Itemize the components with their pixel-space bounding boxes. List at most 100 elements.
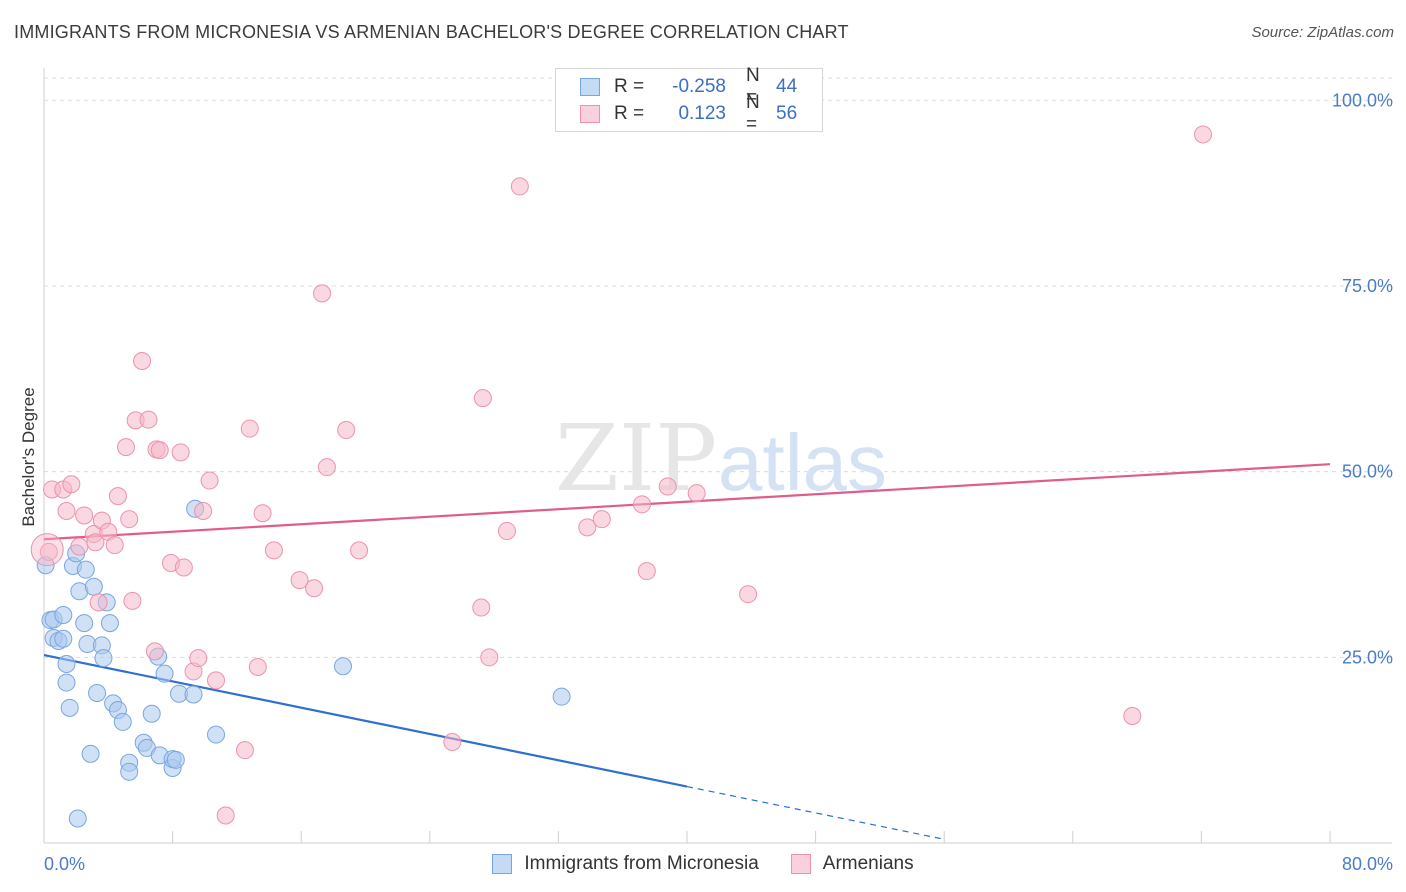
legend-row-armenians: R = 0.123 N = 56 [580, 92, 798, 135]
data-point [497, 522, 516, 541]
data-point [76, 560, 95, 579]
data-point [216, 806, 235, 825]
y-tick-label: 100.0% [1332, 90, 1393, 110]
data-point [194, 502, 213, 521]
legend-item-armenians[interactable]: Armenians [790, 853, 914, 875]
axes [43, 68, 1392, 844]
y-tick-label: 25.0% [1342, 647, 1393, 667]
data-point [89, 593, 108, 612]
legend-swatch-micronesia [492, 854, 513, 874]
data-point-large [30, 533, 64, 567]
legend-n-value: 44 [776, 76, 798, 97]
data-point [70, 537, 89, 556]
data-point [57, 502, 76, 521]
data-point [75, 614, 94, 633]
legend-swatch-armenians [580, 105, 600, 123]
data-point [253, 504, 272, 523]
legend-n-label: N = [746, 65, 760, 108]
data-point [350, 541, 369, 560]
data-point [248, 657, 267, 676]
trend-line [43, 463, 1331, 541]
chart-title: IMMIGRANTS FROM MICRONESIA VS ARMENIAN B… [14, 22, 849, 42]
data-point [290, 571, 309, 590]
data-point [166, 750, 185, 769]
data-point [113, 712, 132, 731]
data-point [510, 177, 529, 196]
data-point [472, 598, 491, 617]
legend-r-value: -0.258 [672, 76, 726, 97]
data-point [264, 541, 283, 560]
data-point [60, 698, 79, 717]
data-point [142, 704, 161, 723]
watermark-atlas: atlas [718, 418, 887, 507]
series-legend: Immigrants from Micronesia Armenians [0, 852, 1406, 876]
data-point [207, 725, 226, 744]
data-point [473, 389, 492, 408]
data-point [443, 732, 462, 751]
data-point [189, 649, 208, 668]
data-point [207, 671, 226, 690]
data-point [108, 487, 127, 506]
data-point [480, 648, 499, 667]
y-axis-title: Bachelor's Degree [19, 387, 38, 526]
legend-r-label: R = [614, 103, 645, 124]
data-point [317, 458, 336, 477]
data-point [84, 577, 103, 596]
y-tick-label: 50.0% [1342, 462, 1393, 482]
data-point [139, 410, 158, 429]
trend-line [43, 654, 688, 788]
data-point [552, 687, 571, 706]
data-point [123, 591, 142, 610]
data-point [120, 762, 139, 781]
data-point [62, 475, 81, 494]
data-point [54, 605, 73, 624]
data-point [184, 685, 203, 704]
x-tick-label: 0.0% [44, 854, 85, 874]
data-point [105, 536, 124, 555]
data-point [116, 438, 135, 457]
data-point [687, 484, 706, 503]
data-point [174, 558, 193, 577]
data-point [155, 664, 174, 683]
data-point [150, 441, 169, 460]
data-point [75, 506, 94, 525]
data-point [658, 477, 677, 496]
data-point [200, 471, 219, 490]
data-point [632, 495, 651, 514]
data-point [100, 614, 119, 633]
data-point [57, 673, 76, 692]
grid-lines [44, 77, 1392, 658]
data-point [88, 683, 107, 702]
legend-r-label: R = [614, 76, 645, 97]
y-tick-label: 75.0% [1342, 276, 1393, 296]
data-point [637, 562, 656, 581]
data-point [1123, 706, 1142, 725]
data-point [68, 809, 87, 828]
data-point [120, 510, 139, 529]
data-point [81, 744, 100, 763]
data-point [313, 284, 332, 303]
data-point [133, 351, 152, 370]
stats-legend: R = -0.258 N = 44 R = 0.123 N = 56 [555, 65, 823, 135]
data-point [57, 655, 76, 674]
legend-n-value: 56 [776, 103, 798, 124]
legend-r-value: 0.123 [678, 103, 726, 124]
data-point [578, 518, 597, 537]
legend-swatch-armenians [790, 854, 811, 874]
legend-swatch-micronesia [580, 78, 600, 96]
data-point [54, 629, 73, 648]
legend-row-micronesia: R = -0.258 N = 44 [580, 65, 798, 108]
x-tick-label: 80.0% [1342, 854, 1393, 874]
data-point [235, 741, 254, 760]
data-point [333, 657, 352, 676]
data-point [739, 585, 758, 604]
data-point [305, 579, 324, 598]
data-point [171, 443, 190, 462]
data-point [145, 642, 164, 661]
data-point [86, 533, 105, 552]
data-point [592, 510, 611, 529]
chart-source: Source: ZipAtlas.com [1251, 24, 1394, 41]
legend-label-armenians: Armenians [822, 853, 914, 874]
legend-item-micronesia[interactable]: Immigrants from Micronesia [492, 853, 759, 875]
